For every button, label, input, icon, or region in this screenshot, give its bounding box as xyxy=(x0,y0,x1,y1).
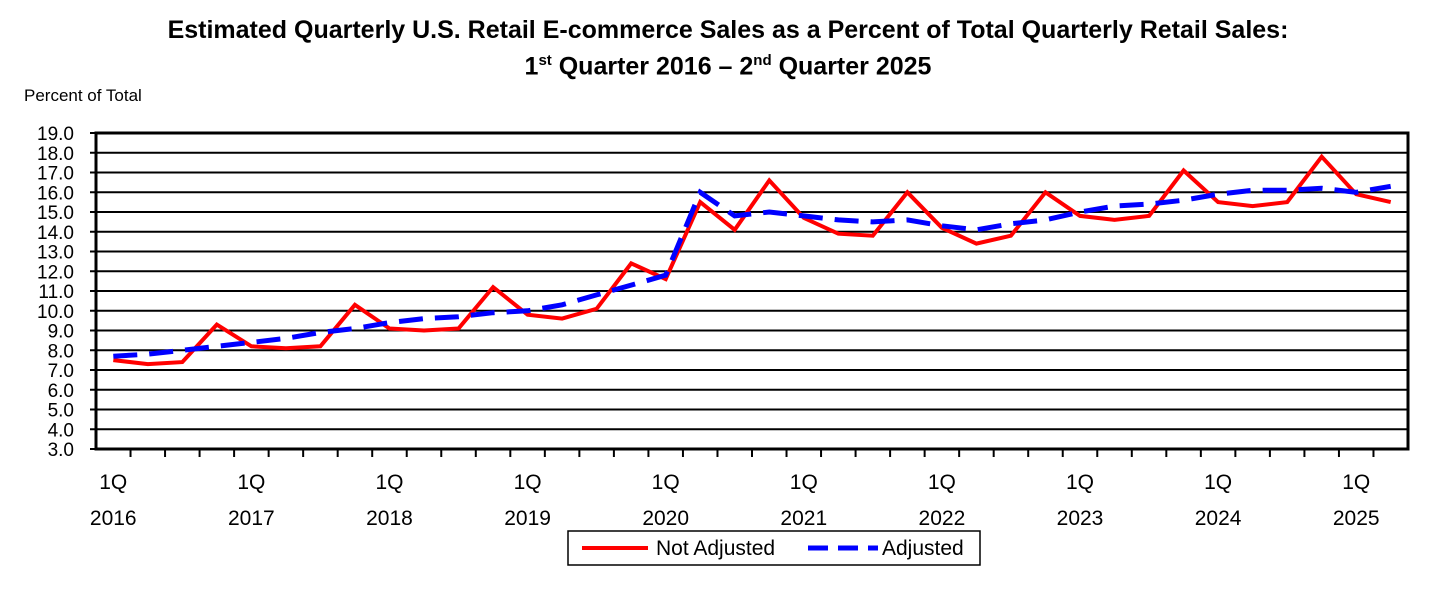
x-tick-quarter-label: 1Q xyxy=(1066,471,1094,494)
y-tick-label: 8.0 xyxy=(48,341,74,362)
title-part-1: 1 xyxy=(524,52,539,81)
chart-title-line-1: Estimated Quarterly U.S. Retail E-commer… xyxy=(167,16,1289,44)
x-tick-year-label: 2024 xyxy=(1195,507,1242,530)
y-tick-label: 18.0 xyxy=(37,144,74,165)
x-tick-year-label: 2023 xyxy=(1057,507,1104,530)
y-tick-label: 6.0 xyxy=(48,381,74,402)
y-tick-label: 3.0 xyxy=(48,440,74,461)
y-tick-label: 12.0 xyxy=(37,262,74,283)
x-tick-quarter-label: 1Q xyxy=(1204,471,1232,494)
x-tick-quarter-label: 1Q xyxy=(1342,471,1370,494)
legend: Not Adjusted Adjusted xyxy=(567,530,981,566)
y-tick-label: 4.0 xyxy=(48,420,74,441)
x-tick-year-label: 2016 xyxy=(90,507,137,530)
x-tick-year-label: 2019 xyxy=(504,507,551,530)
y-tick-label: 5.0 xyxy=(48,401,74,422)
x-tick-quarter-label: 1Q xyxy=(514,471,542,494)
x-tick-year-label: 2025 xyxy=(1333,507,1380,530)
title-sup-nd: nd xyxy=(753,52,772,69)
y-tick-label: 10.0 xyxy=(37,302,74,323)
y-tick-label: 19.0 xyxy=(37,124,74,145)
x-tick-year-label: 2018 xyxy=(366,507,413,530)
x-tick-quarter-label: 1Q xyxy=(790,471,818,494)
x-tick-year-label: 2022 xyxy=(919,507,966,530)
series-line-adjusted xyxy=(113,183,1392,359)
x-tick-year-label: 2020 xyxy=(642,507,689,530)
chart-title-line-2: 1st Quarter 2016 – 2nd Quarter 2025 xyxy=(0,52,1456,81)
series-line-not-adjusted xyxy=(113,153,1392,367)
y-tick-label: 14.0 xyxy=(37,223,74,244)
title-part-3: Quarter 2025 xyxy=(771,52,932,81)
y-tick-label: 9.0 xyxy=(48,322,74,343)
y-tick-label: 17.0 xyxy=(37,164,74,185)
legend-label-adjusted: Adjusted xyxy=(882,537,964,560)
gridlines xyxy=(96,151,1408,431)
x-tick-quarter-label: 1Q xyxy=(237,471,265,494)
plot-frame xyxy=(94,131,1410,451)
y-axis-label: Percent of Total xyxy=(24,86,142,105)
y-axis-ticks: 3.04.05.06.07.08.09.010.011.012.013.014.… xyxy=(37,124,96,461)
y-tick-label: 15.0 xyxy=(37,203,74,224)
y-tick-label: 7.0 xyxy=(48,361,74,382)
x-axis-ticks: 1Q 2016 1Q 2017 1Q 2018 1Q 2019 1Q 2020 1Q 2021 1Q 20… xyxy=(90,449,1380,530)
x-tick-quarter-label: 1Q xyxy=(928,471,956,494)
y-tick-label: 16.0 xyxy=(37,183,74,204)
title-part-2: Quarter 2016 – 2 xyxy=(551,52,754,81)
x-tick-quarter-label: 1Q xyxy=(652,471,680,494)
legend-label-not-adjusted: Not Adjusted xyxy=(656,537,775,560)
x-tick-quarter-label: 1Q xyxy=(99,471,127,494)
x-tick-quarter-label: 1Q xyxy=(375,471,403,494)
title-sup-st: st xyxy=(538,52,552,69)
y-tick-label: 11.0 xyxy=(38,282,74,303)
x-tick-year-label: 2017 xyxy=(228,507,275,530)
series-lines xyxy=(113,153,1392,367)
x-tick-year-label: 2021 xyxy=(780,507,827,530)
y-tick-label: 13.0 xyxy=(37,243,74,264)
